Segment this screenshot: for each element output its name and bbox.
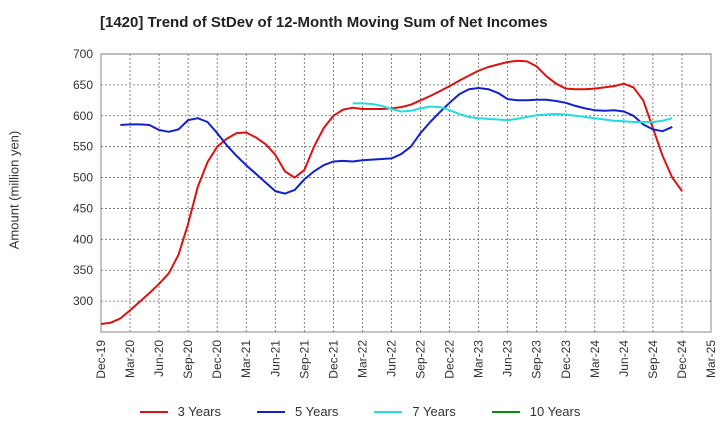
legend-item-5-years: 5 Years	[257, 404, 338, 419]
x-tick-label: Dec-24	[675, 340, 689, 379]
legend-label-7-years: 7 Years	[412, 404, 456, 419]
x-tick-label: Mar-20	[123, 340, 137, 378]
x-tick-label: Mar-23	[472, 340, 486, 378]
x-tick-label: Dec-19	[94, 340, 108, 379]
x-tick-label: Jun-21	[268, 340, 282, 377]
x-tick-label: Dec-22	[443, 340, 457, 379]
y-tick-label: 650	[73, 78, 93, 92]
x-tick-label: Sep-24	[646, 340, 660, 379]
y-tick-label: 350	[73, 263, 93, 277]
chart-title: [1420] Trend of StDev of 12-Month Moving…	[100, 14, 548, 31]
legend-label-10-years: 10 Years	[529, 404, 581, 419]
x-tick-label: Mar-25	[704, 340, 718, 378]
legend-swatch-3-years	[139, 410, 168, 413]
x-tick-label: Sep-21	[297, 340, 311, 379]
x-tick-label: Sep-22	[414, 340, 428, 379]
legend-swatch-10-years	[491, 410, 520, 413]
x-tick-label: Mar-24	[588, 340, 602, 378]
legend-item-7-years: 7 Years	[374, 404, 456, 419]
y-tick-label: 550	[73, 140, 93, 154]
series-line-5-years	[120, 87, 673, 195]
x-tick-label: Sep-23	[530, 340, 544, 379]
x-tick-label: Sep-20	[181, 340, 195, 379]
x-tick-label: Jun-23	[501, 340, 515, 377]
y-tick-label: 500	[73, 171, 93, 185]
legend-swatch-5-years	[257, 410, 285, 413]
x-tick-label: Jun-24	[617, 340, 631, 377]
x-tick-label: Jun-20	[152, 340, 166, 377]
legend-label-5-years: 5 Years	[295, 404, 339, 419]
x-tick-label: Dec-20	[210, 340, 224, 379]
y-tick-label: 450	[73, 201, 93, 215]
legend-item-10-years: 10 Years	[491, 404, 581, 419]
x-tick-label: Dec-23	[559, 340, 573, 379]
legend: 3 Years 5 Years 7 Years 10 Years	[0, 404, 720, 419]
legend-label-3-years: 3 Years	[177, 404, 221, 419]
series-line-7-years	[352, 102, 673, 123]
x-tick-label: Mar-22	[355, 340, 369, 378]
x-tick-label: Mar-21	[239, 340, 253, 378]
x-tick-label: Jun-22	[384, 340, 398, 377]
x-tick-label: Dec-21	[326, 340, 340, 379]
y-tick-label: 700	[73, 47, 93, 61]
legend-item-3-years: 3 Years	[139, 404, 221, 419]
y-tick-label: 300	[73, 294, 93, 308]
legend-swatch-7-years	[374, 410, 403, 413]
plot-area	[100, 53, 712, 333]
y-tick-label: 600	[73, 109, 93, 123]
y-tick-label: 400	[73, 232, 93, 246]
